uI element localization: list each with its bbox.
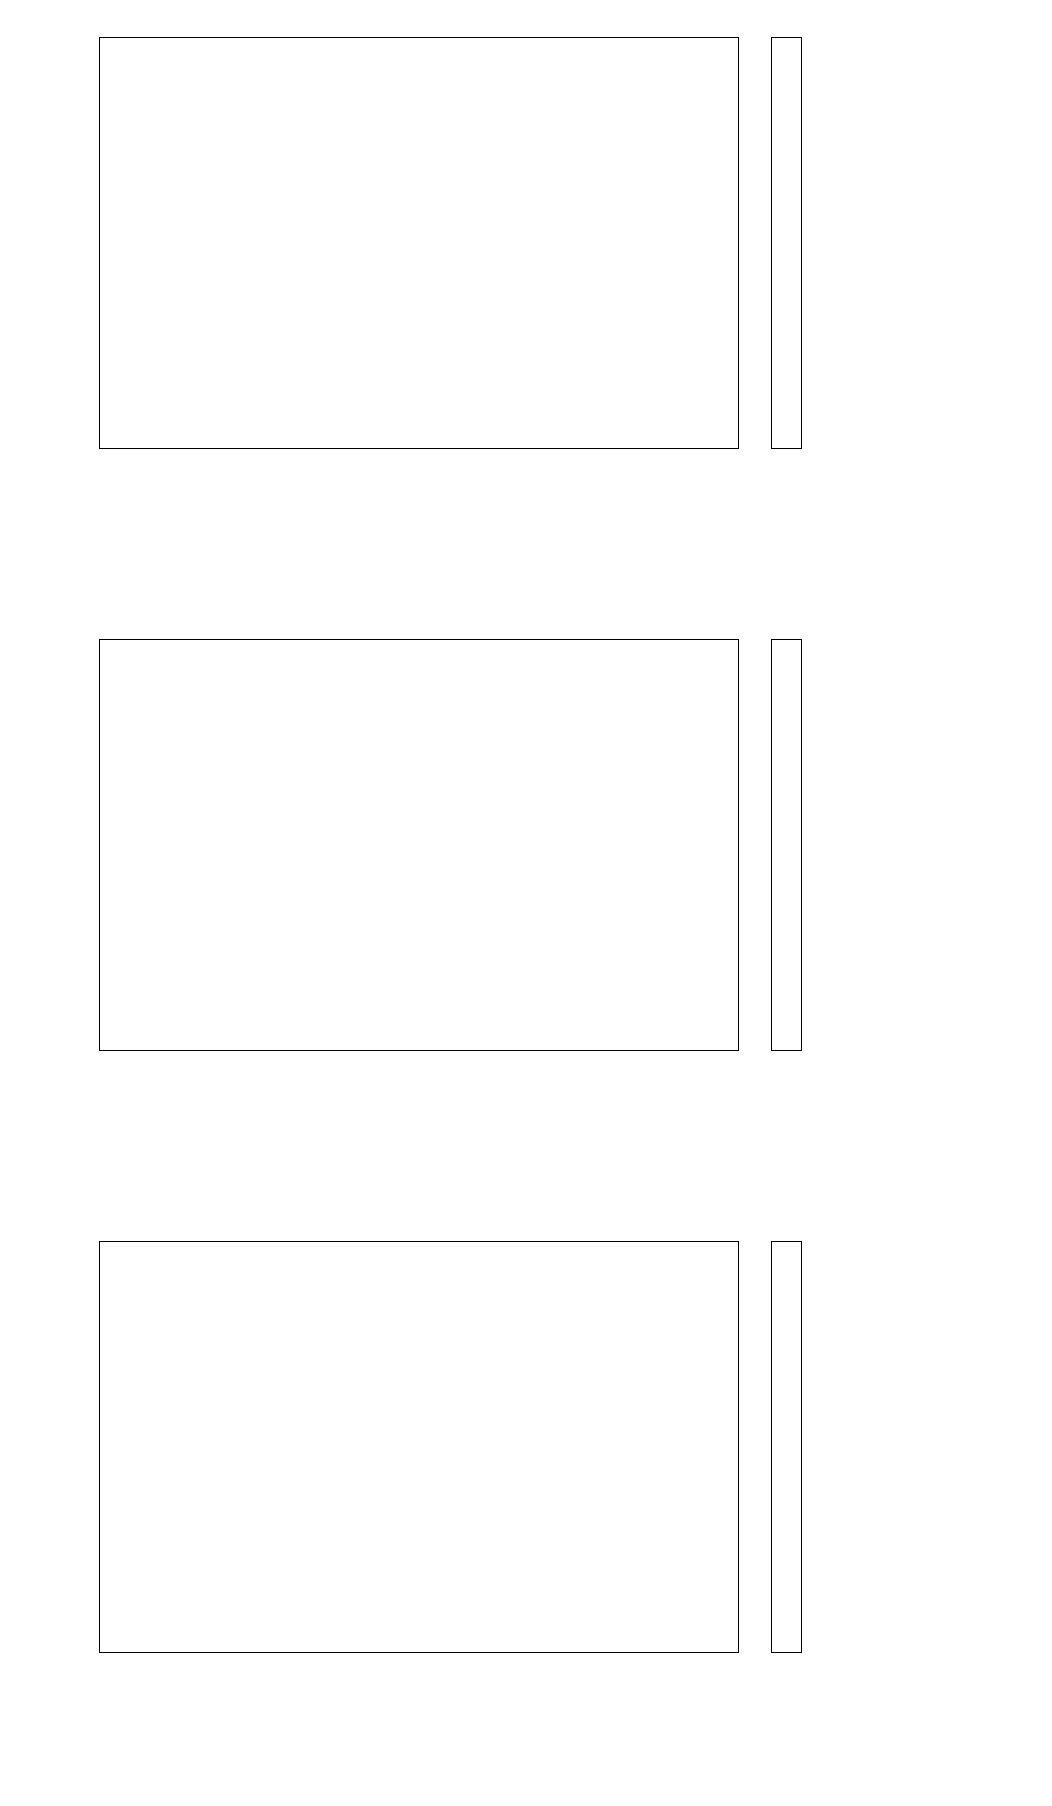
colorbar [770, 638, 802, 1051]
spectrogram-panel-bhe [0, 0, 1052, 602]
colorbar [770, 36, 802, 449]
axis-decorations [0, 602, 1052, 1204]
axis-decorations [0, 1204, 1052, 1806]
spectrogram-panel-bhn [0, 602, 1052, 1204]
plot-area [98, 1240, 739, 1653]
spectrogram-heatmap [99, 1241, 738, 1652]
spectrogram-panel-bhz [0, 1204, 1052, 1806]
axis-decorations [0, 0, 1052, 602]
plot-area [98, 638, 739, 1051]
spectrogram-heatmap [99, 37, 738, 448]
colorbar [770, 1240, 802, 1653]
plot-area [98, 36, 739, 449]
spectrogram-heatmap [99, 639, 738, 1050]
